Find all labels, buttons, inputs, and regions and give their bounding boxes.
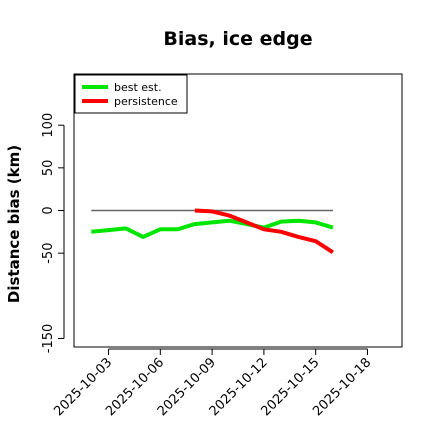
- legend-label: persistence: [114, 95, 178, 108]
- legend: best est.persistence: [74, 74, 188, 114]
- legend-box: [74, 74, 188, 114]
- series-line-persistence: [194, 208, 334, 254]
- y-tick-label: 50: [41, 160, 56, 177]
- plot-frame: [73, 73, 403, 348]
- y-tick-label: -150: [41, 324, 56, 354]
- chart-title: Bias, ice edge: [163, 28, 312, 50]
- y-tick-label: 100: [41, 113, 56, 138]
- x-axis: 2025-10-032025-10-062025-10-092025-10-12…: [51, 348, 374, 419]
- y-axis-label: Distance bias (km): [5, 145, 23, 303]
- series-layer: [91, 208, 334, 254]
- legend-label: best est.: [114, 81, 162, 94]
- series-line-best-est: [91, 218, 334, 239]
- y-axis: -150 -50 0 50 100: [41, 113, 65, 354]
- y-tick-label: -50: [41, 243, 56, 264]
- y-tick-label: 0: [41, 206, 56, 214]
